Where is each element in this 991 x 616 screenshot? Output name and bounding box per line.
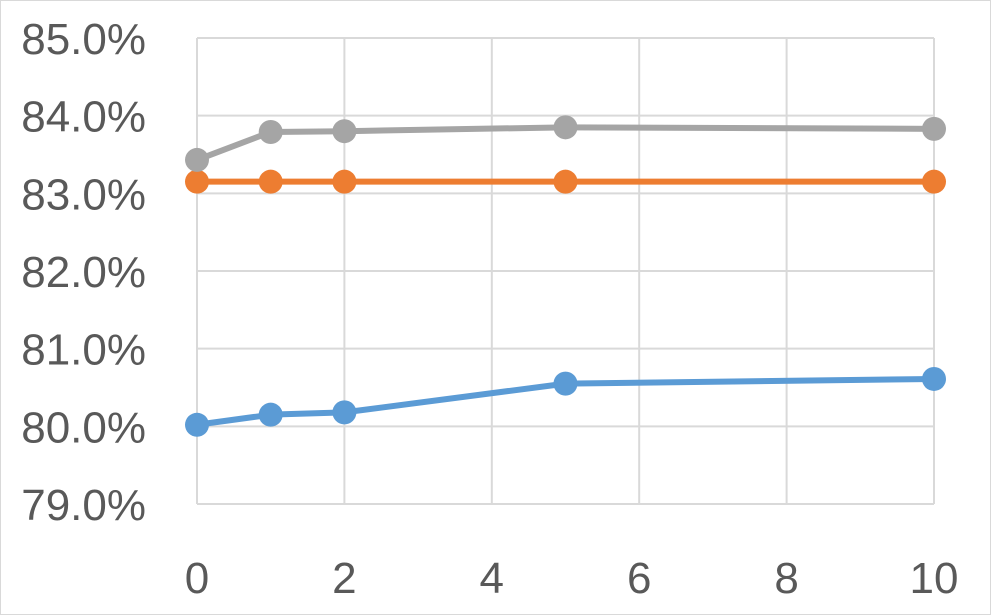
y-tick-label: 85.0%: [21, 15, 146, 64]
data-point: [185, 169, 209, 194]
x-tick-label: 6: [627, 554, 651, 603]
x-tick-label: 2: [332, 554, 356, 603]
y-tick-label: 84.0%: [21, 93, 146, 142]
data-point: [553, 115, 578, 140]
y-tick-label: 79.0%: [21, 481, 146, 530]
data-point: [553, 371, 578, 396]
data-point: [332, 400, 357, 425]
y-tick-label: 82.0%: [21, 248, 146, 297]
y-tick-label: 83.0%: [21, 170, 146, 219]
data-point: [258, 119, 283, 144]
x-tick-label: 8: [774, 554, 798, 603]
data-point: [332, 169, 357, 194]
data-point: [185, 147, 209, 172]
data-point: [332, 119, 357, 144]
series-1: [185, 366, 946, 437]
data-point: [258, 169, 283, 194]
grid: [196, 37, 935, 505]
data-point: [258, 402, 283, 427]
tick-labels: 79.0% 80.0% 81.0% 82.0% 83.0% 84.0% 85.0% 0 2 4 6 8…: [21, 15, 958, 603]
data-point: [922, 116, 946, 141]
x-tick-label: 4: [480, 554, 504, 603]
y-tick-label: 81.0%: [21, 326, 146, 375]
series-3: [185, 115, 946, 172]
data-point: [922, 169, 946, 194]
data-point: [553, 169, 578, 194]
x-tick-label: 10: [910, 554, 959, 603]
x-tick-label: 0: [185, 554, 209, 603]
series-2: [185, 169, 946, 194]
data-point: [185, 412, 209, 437]
series-lines: [185, 115, 946, 437]
data-point: [922, 366, 946, 391]
y-tick-label: 80.0%: [21, 403, 146, 452]
